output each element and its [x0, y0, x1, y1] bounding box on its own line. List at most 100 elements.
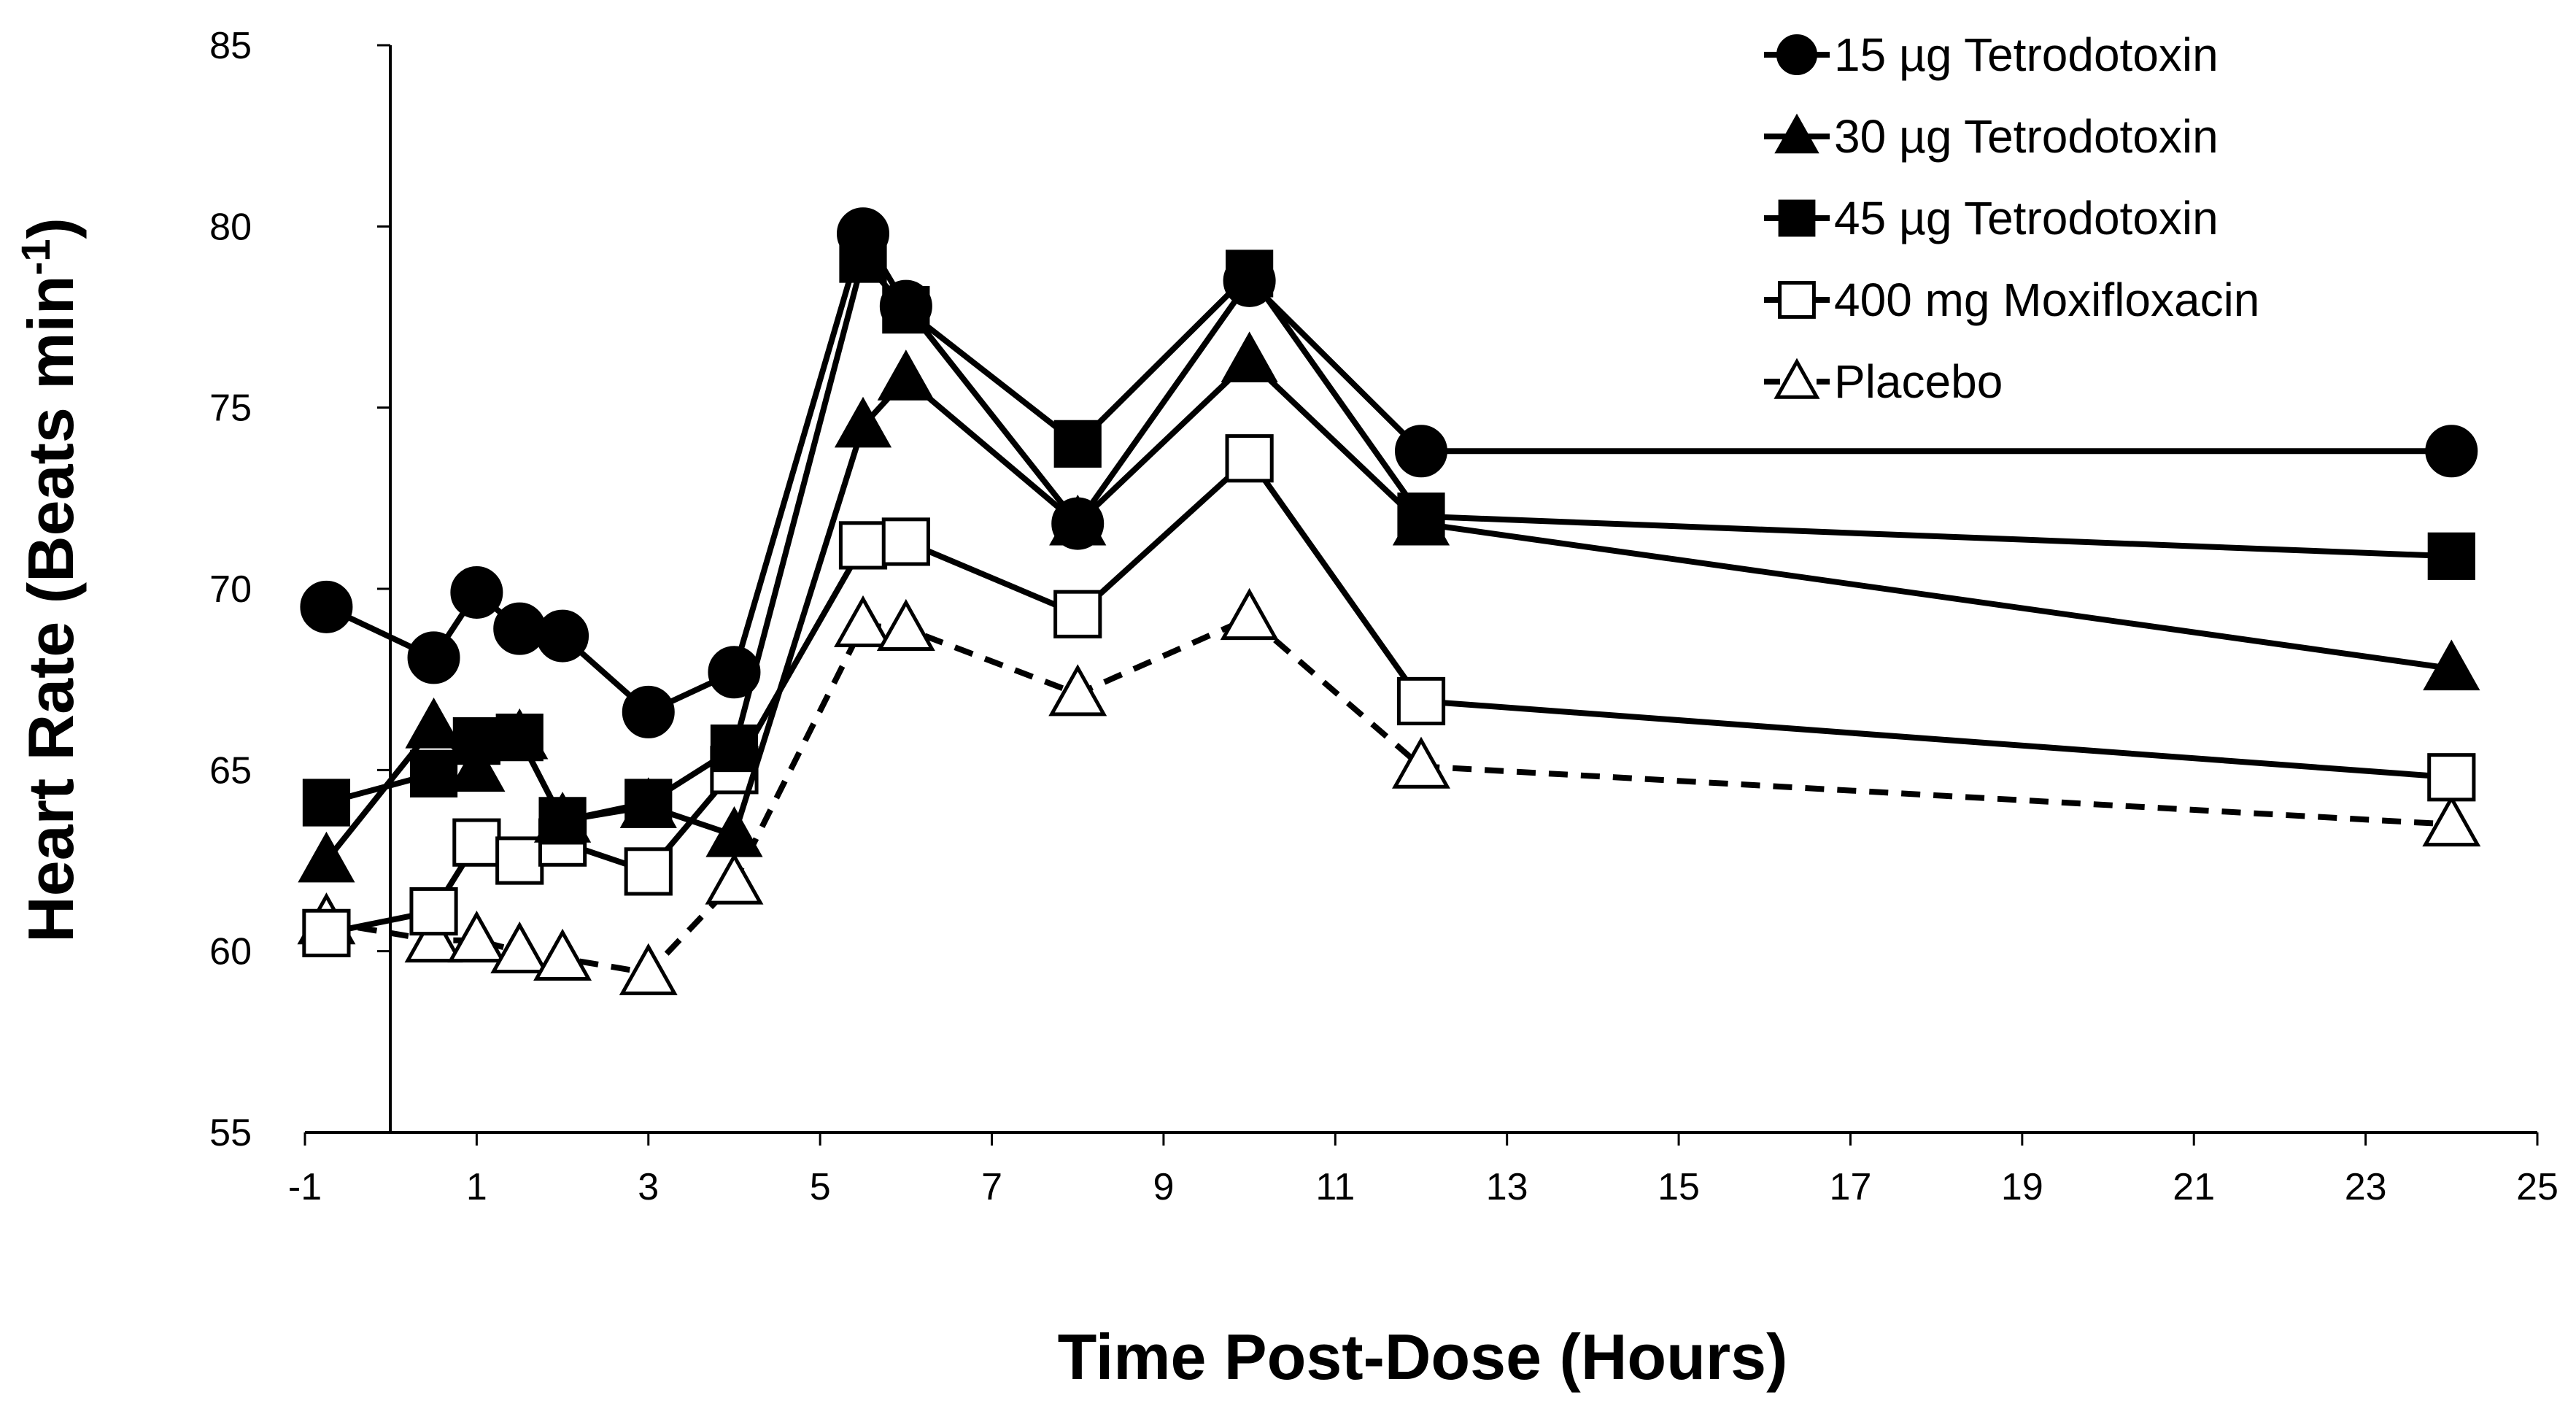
data-point — [405, 697, 463, 749]
legend-entry: 400 mg Moxifloxacin — [1764, 274, 2259, 326]
data-point — [876, 598, 935, 651]
data-point — [409, 887, 458, 936]
data-point — [538, 797, 587, 845]
legend-marker — [1778, 281, 1816, 319]
data-point — [533, 928, 592, 981]
y-axis-title-close: ) — [15, 217, 87, 239]
x-tick-label: 13 — [1486, 1166, 1528, 1208]
legend-label: Placebo — [1834, 355, 2003, 408]
data-point — [1051, 497, 1105, 550]
data-point — [493, 602, 546, 655]
data-point — [1053, 590, 1102, 638]
y-axis-title-superscript: -1 — [12, 239, 58, 276]
legend-label: 15 µg Tetrodotoxin — [1834, 28, 2219, 81]
legend-marker — [1776, 34, 1817, 75]
x-tick-label: 25 — [2516, 1166, 2558, 1208]
x-tick-label: 1 — [466, 1166, 487, 1208]
x-axis-title: Time Post-Dose (Hours) — [1058, 1321, 1788, 1393]
data-point — [450, 565, 503, 619]
series-placebo — [297, 587, 2481, 995]
data-point — [407, 631, 460, 684]
data-point — [302, 779, 351, 827]
data-point — [1220, 587, 1279, 641]
x-ticks: -1 1 3 5 7 9 11 13 15 17 19 21 23 25 — [288, 1132, 2558, 1208]
y-ticks: 55 60 65 70 75 80 85 — [209, 25, 390, 1154]
legend-entry: 30 µg Tetrodotoxin — [1764, 110, 2219, 163]
data-point — [881, 517, 930, 566]
data-point — [1392, 736, 1450, 789]
x-tick-label: 3 — [638, 1166, 659, 1208]
x-tick-label: 15 — [1658, 1166, 1700, 1208]
y-tick-label: 85 — [209, 25, 252, 67]
data-point — [838, 521, 888, 570]
data-point — [837, 207, 889, 260]
x-tick-label: 19 — [2001, 1166, 2043, 1208]
data-point — [1225, 434, 1274, 483]
legend-marker — [1778, 199, 1816, 237]
data-point — [2423, 639, 2480, 691]
legend-marker — [1774, 113, 1819, 154]
data-point — [624, 779, 673, 827]
y-tick-label: 75 — [209, 387, 252, 430]
legend-marker — [1774, 358, 1820, 399]
data-point — [705, 806, 763, 857]
data-point — [1053, 420, 1102, 468]
x-tick-label: 11 — [1315, 1166, 1355, 1208]
data-point — [495, 714, 544, 762]
data-point — [2427, 753, 2476, 802]
y-tick-label: 70 — [209, 568, 252, 611]
legend: 15 µg Tetrodotoxin 30 µg Tetrodotoxin 45 µ… — [1764, 28, 2259, 408]
data-point — [2422, 795, 2481, 847]
x-tick-label: 5 — [810, 1166, 831, 1208]
data-point — [1223, 254, 1276, 307]
x-tick-label: 7 — [981, 1166, 1002, 1208]
data-point — [710, 724, 759, 773]
data-point — [536, 609, 589, 663]
x-tick-label: 21 — [2173, 1166, 2215, 1208]
data-point — [1396, 676, 1446, 726]
data-point — [1397, 493, 1445, 541]
data-point — [2427, 532, 2475, 580]
data-point — [708, 646, 761, 699]
data-point — [447, 910, 506, 963]
x-tick-label: -1 — [288, 1166, 322, 1208]
data-point — [298, 831, 355, 883]
legend-entry: 45 µg Tetrodotoxin — [1764, 192, 2219, 244]
data-point — [2425, 425, 2478, 478]
legend-entry: Placebo — [1764, 355, 2003, 408]
x-tick-label: 17 — [1830, 1166, 1872, 1208]
data-point — [1048, 664, 1107, 717]
series-layer — [297, 207, 2481, 995]
data-point — [834, 595, 892, 648]
x-tick-label: 9 — [1153, 1166, 1174, 1208]
y-tick-label: 60 — [209, 931, 252, 973]
data-point — [705, 852, 764, 905]
data-point — [1395, 425, 1447, 478]
data-point — [619, 943, 678, 995]
data-point — [834, 396, 892, 448]
data-point — [409, 749, 458, 798]
y-axis-title-main: Heart Rate (Beats min — [15, 275, 87, 943]
series-15-g-tetrodotoxin — [300, 207, 2478, 738]
data-point — [877, 350, 935, 401]
legend-entry: 15 µg Tetrodotoxin — [1764, 28, 2219, 81]
data-point — [302, 908, 351, 957]
data-point — [495, 836, 544, 885]
data-point — [490, 921, 549, 974]
legend-label: 400 mg Moxifloxacin — [1834, 274, 2259, 326]
data-point — [452, 717, 500, 765]
data-point — [404, 910, 463, 963]
y-tick-label: 65 — [209, 749, 252, 792]
y-tick-label: 80 — [209, 206, 252, 248]
x-tick-label: 23 — [2345, 1166, 2387, 1208]
legend-label: 45 µg Tetrodotoxin — [1834, 192, 2219, 244]
data-point — [622, 685, 675, 738]
data-point — [879, 279, 932, 333]
data-point — [1221, 331, 1278, 382]
data-point — [452, 818, 501, 867]
data-point — [624, 847, 673, 896]
data-point — [448, 741, 506, 792]
legend-label: 30 µg Tetrodotoxin — [1834, 110, 2219, 163]
